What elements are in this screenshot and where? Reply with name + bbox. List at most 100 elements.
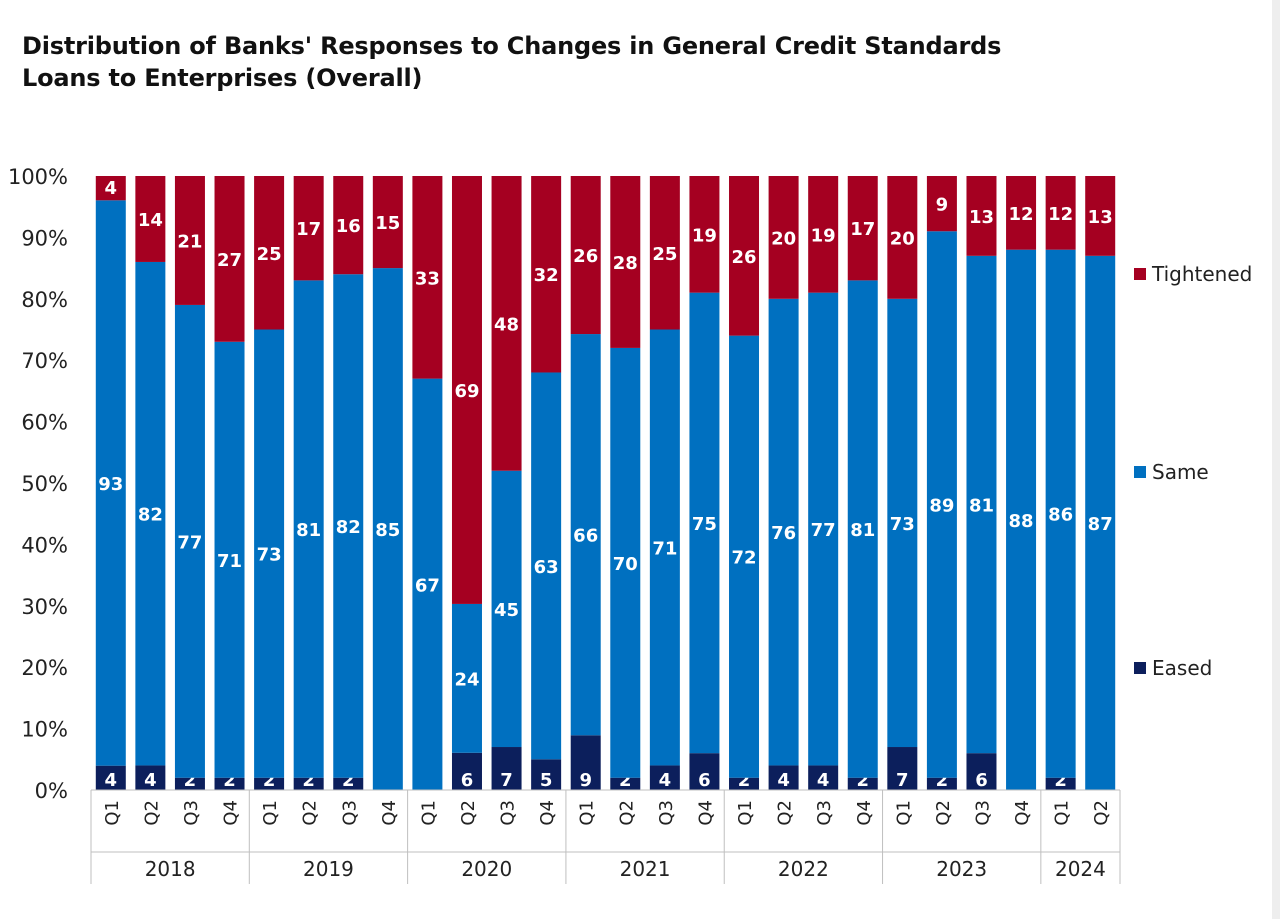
data-label-same: 77 [811,520,836,541]
bar-same-4 [214,341,245,778]
bar-same-24 [1006,249,1037,790]
bar-same-23 [966,255,997,754]
bar-same-6 [293,280,324,778]
data-label-tightened: 26 [731,247,756,268]
year-label: 2018 [145,857,196,881]
year-label: 2019 [303,857,354,881]
data-label-same: 73 [890,514,915,535]
y-tick-label: 90% [21,226,68,250]
y-tick-label: 100% [8,165,68,189]
data-label-same: 75 [692,514,717,535]
data-label-same: 86 [1048,505,1073,526]
data-label-same: 73 [257,545,282,566]
bar-same-22 [926,231,957,778]
x-tick-label: Q2 [1091,800,1112,826]
x-tick-label: Q2 [933,800,954,826]
data-label-tightened: 12 [1048,204,1073,225]
x-tick-label: Q1 [893,800,914,826]
bar-tightened-3 [174,176,205,305]
y-tick-label: 0% [35,779,68,803]
data-label-same: 89 [929,495,954,516]
bar-tightened-23 [966,176,997,256]
legend-label-same: Same [1152,460,1209,484]
bar-eased-21 [887,747,918,790]
bar-same-1 [95,200,126,766]
data-label-eased: 7 [500,770,513,791]
legend-swatch-tightened [1134,268,1146,280]
data-label-tightened: 32 [534,265,559,286]
data-label-tightened: 20 [771,228,796,249]
x-tick-label: Q1 [260,800,281,826]
data-label-tightened: 28 [613,253,638,274]
x-tick-label: Q2 [141,800,162,826]
bar-eased-18 [768,765,799,790]
x-tick-label: Q1 [577,800,598,826]
bar-tightened-8 [372,176,403,269]
right-edge-strip [1272,0,1280,919]
data-label-tightened: 12 [1009,204,1034,225]
bar-tightened-4 [214,176,245,342]
bar-eased-3 [174,777,205,790]
legend-swatch-same [1134,466,1146,478]
bar-eased-5 [254,777,285,790]
bar-same-18 [768,298,799,766]
data-label-same: 71 [217,551,242,572]
bar-tightened-20 [847,176,878,281]
bar-eased-11 [491,747,522,790]
bar-same-15 [649,329,680,766]
data-label-same: 76 [771,523,796,544]
bar-eased-12 [531,759,562,790]
x-tick-label: Q2 [300,800,321,826]
bar-tightened-17 [729,176,760,336]
legend-label-tightened: Tightened [1151,262,1252,286]
data-label-tightened: 13 [1088,207,1113,228]
data-label-tightened: 69 [454,381,479,402]
data-label-same: 24 [454,669,479,690]
bar-tightened-25 [1045,176,1076,250]
chart-title: Distribution of Banks' Responses to Chan… [22,32,1002,60]
bar-eased-14 [610,777,641,790]
bar-tightened-5 [254,176,285,330]
year-label: 2023 [936,857,987,881]
bar-eased-25 [1045,777,1076,790]
bar-same-5 [254,329,285,778]
data-label-same: 93 [98,474,123,495]
bar-eased-16 [689,753,720,790]
data-label-same: 81 [296,520,321,541]
x-tick-label: Q3 [498,800,519,826]
x-tick-label: Q4 [379,800,400,826]
bar-tightened-15 [649,176,680,330]
legend-label-eased: Eased [1152,656,1212,680]
bar-eased-15 [649,765,680,790]
data-label-eased: 4 [777,770,790,791]
bar-tightened-16 [689,176,720,293]
legend-swatch-eased [1134,662,1146,674]
x-tick-label: Q4 [537,800,558,826]
bar-tightened-11 [491,176,522,471]
x-tick-label: Q2 [616,800,637,826]
data-label-same: 85 [375,520,400,541]
year-label: 2024 [1055,857,1106,881]
bar-same-10 [451,603,482,753]
x-tick-label: Q1 [418,800,439,826]
x-tick-label: Q1 [735,800,756,826]
bar-eased-17 [729,777,760,790]
data-label-tightened: 15 [375,213,400,234]
data-label-same: 87 [1088,514,1113,535]
x-tick-label: Q4 [1012,800,1033,826]
data-label-tightened: 20 [890,228,915,249]
data-label-tightened: 19 [692,225,717,246]
bar-eased-7 [333,777,364,790]
bar-tightened-22 [926,176,957,232]
data-label-tightened: 48 [494,314,519,335]
bar-tightened-2 [135,176,166,262]
data-label-eased: 5 [540,770,553,791]
data-label-same: 70 [613,554,638,575]
bar-eased-13 [570,735,601,790]
data-label-same: 45 [494,600,519,621]
y-tick-label: 40% [21,533,68,557]
bar-tightened-26 [1085,176,1116,256]
x-tick-label: Q3 [814,800,835,826]
data-label-same: 71 [652,538,677,559]
